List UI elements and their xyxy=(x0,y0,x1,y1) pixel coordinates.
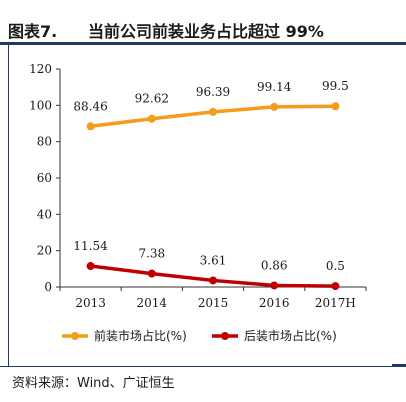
data-label-front: 96.39 xyxy=(196,85,230,99)
legend-marker-front xyxy=(71,332,79,340)
y-tick-label: 80 xyxy=(37,135,52,149)
data-point-front xyxy=(270,102,279,111)
legend-label-rear: 后装市场占比(%) xyxy=(244,328,337,343)
data-point-rear xyxy=(270,281,279,290)
figure-title: 当前公司前装业务占比超过 99% xyxy=(88,22,324,41)
y-tick-label: 100 xyxy=(29,98,52,112)
x-tick-label: 2014 xyxy=(137,296,168,310)
y-tick-label: 60 xyxy=(37,171,52,185)
bottom-rule xyxy=(0,366,406,367)
figure-label: 图表7. xyxy=(8,22,58,41)
y-tick-label: 20 xyxy=(37,244,52,258)
data-label-rear: 0.5 xyxy=(326,259,345,273)
data-label-front: 88.46 xyxy=(73,99,107,113)
data-point-rear xyxy=(331,282,340,291)
data-point-front xyxy=(331,102,340,111)
left-rule xyxy=(8,45,9,367)
figure-header: 图表7. 当前公司前装业务占比超过 99% xyxy=(0,12,406,42)
data-label-front: 92.62 xyxy=(135,92,169,106)
data-point-front xyxy=(147,114,156,123)
data-label-rear: 7.38 xyxy=(138,247,165,261)
x-tick-label: 2015 xyxy=(198,296,229,310)
data-label-front: 99.14 xyxy=(257,80,292,94)
data-point-rear xyxy=(86,262,95,271)
top-rule xyxy=(0,42,406,45)
legend-marker-rear xyxy=(221,332,229,340)
data-label-rear: 11.54 xyxy=(73,239,108,253)
x-tick-label: 2016 xyxy=(259,296,290,310)
bottom-rule-accent xyxy=(392,364,406,367)
y-tick-label: 40 xyxy=(37,207,52,221)
data-label-front: 99.5 xyxy=(322,79,349,93)
y-tick-label: 0 xyxy=(44,280,52,294)
data-label-rear: 0.86 xyxy=(261,258,288,272)
data-label-rear: 3.61 xyxy=(200,253,227,267)
x-tick-label: 2017H xyxy=(315,296,356,310)
data-point-front xyxy=(86,122,95,131)
data-point-rear xyxy=(209,276,217,285)
y-tick-label: 120 xyxy=(29,62,52,76)
x-tick-label: 2013 xyxy=(75,296,106,310)
source-note: 资料来源：Wind、广证恒生 xyxy=(12,376,175,391)
legend-label-front: 前装市场占比(%) xyxy=(94,328,187,343)
line-chart: 0 20 40 60 80 100 120 2013 2014 2015 2016 2017H 88.4… xyxy=(29,62,367,343)
data-point-rear xyxy=(147,269,156,278)
data-point-front xyxy=(209,107,217,116)
